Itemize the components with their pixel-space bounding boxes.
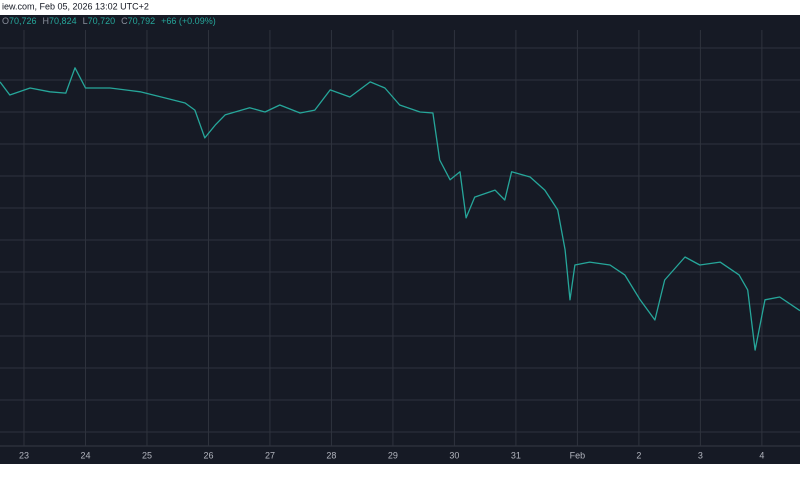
x-tick-label: 24: [80, 450, 90, 460]
x-tick-label: 2: [636, 450, 641, 460]
ohlc-key: H: [43, 16, 50, 26]
ohlc-value: 70,720: [88, 16, 116, 26]
ohlc-key: L: [83, 16, 88, 26]
ohlc-change: +66 (+0.09%): [161, 16, 216, 26]
x-tick-label: 23: [19, 450, 29, 460]
x-tick-label: 28: [326, 450, 336, 460]
x-tick-label: 25: [142, 450, 152, 460]
x-tick-label: 4: [759, 450, 764, 460]
x-tick-label: 26: [203, 450, 213, 460]
x-tick-label: 31: [511, 450, 521, 460]
x-tick-label: 27: [265, 450, 275, 460]
x-tick-label: 3: [698, 450, 703, 460]
x-tick-label: Feb: [570, 450, 586, 460]
ohlc-value: 70,792: [128, 16, 156, 26]
ohlc-legend: O70,726 H70,824 L70,720 C70,792 +66 (+0.09%): [2, 16, 216, 26]
ohlc-value: 70,824: [49, 16, 77, 26]
header-source: iew.com, Feb 05, 2026 13:02 UTC+2: [2, 1, 149, 11]
ohlc-key: C: [121, 16, 128, 26]
price-line: [0, 67, 800, 351]
x-tick-label: 29: [388, 450, 398, 460]
ohlc-key: O: [2, 16, 9, 26]
ohlc-value: 70,726: [9, 16, 37, 26]
x-tick-label: 30: [449, 450, 459, 460]
